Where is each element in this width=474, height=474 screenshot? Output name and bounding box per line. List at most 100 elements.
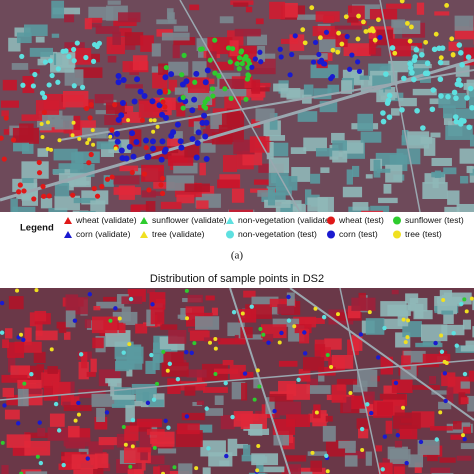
image-texture: [184, 183, 210, 193]
image-texture: [6, 434, 31, 448]
image-texture: [6, 394, 22, 406]
image-texture: [189, 107, 196, 114]
image-texture: [314, 410, 319, 415]
image-texture: [203, 337, 221, 342]
image-texture: [141, 164, 164, 182]
image-texture: [162, 89, 169, 95]
image-texture: [65, 310, 76, 328]
legend-title: Legend: [20, 223, 54, 234]
image-texture: [257, 49, 263, 55]
image-texture: [12, 446, 31, 456]
image-texture: [201, 103, 207, 109]
image-texture: [358, 428, 369, 439]
image-texture: [404, 460, 409, 466]
image-texture: [35, 454, 40, 459]
image-texture: [90, 128, 95, 133]
image-texture: [130, 444, 135, 449]
image-texture: [172, 465, 177, 470]
image-texture: [465, 340, 474, 347]
image-texture: [344, 450, 366, 459]
image-texture: [376, 17, 381, 23]
image-texture: [287, 72, 293, 78]
image-texture: [343, 140, 364, 154]
image-texture: [41, 94, 48, 100]
image-texture: [451, 330, 456, 336]
image-texture: [36, 170, 43, 176]
image-texture: [184, 385, 196, 396]
image-texture: [300, 27, 306, 33]
image-texture: [195, 316, 220, 330]
image-texture: [173, 37, 196, 46]
image-texture: [370, 205, 390, 212]
image-texture: [437, 59, 444, 66]
image-texture: [145, 360, 156, 374]
image-texture: [161, 349, 166, 354]
image-texture: [126, 118, 131, 123]
image-texture: [21, 114, 48, 121]
image-texture: [317, 59, 323, 65]
image-texture: [194, 140, 201, 147]
image-texture: [468, 89, 474, 107]
image-texture: [54, 195, 80, 211]
image-texture: [205, 295, 215, 301]
image-texture: [450, 434, 465, 440]
image-texture: [186, 369, 207, 378]
image-texture: [67, 425, 80, 439]
image-texture: [181, 412, 205, 421]
image-texture: [119, 165, 139, 172]
image-texture: [269, 1, 286, 20]
image-texture: [213, 336, 218, 341]
image-texture: [318, 366, 336, 376]
image-texture: [378, 462, 393, 474]
image-texture: [430, 87, 437, 93]
image-texture: [159, 138, 166, 145]
image-texture: [160, 99, 166, 105]
image-texture: [409, 69, 415, 76]
image-texture: [383, 71, 389, 77]
image-texture: [143, 137, 150, 144]
image-texture: [407, 302, 416, 311]
image-texture: [19, 332, 24, 337]
image-texture: [286, 318, 292, 323]
image-texture: [73, 468, 97, 474]
image-texture: [387, 446, 408, 460]
image-texture: [272, 419, 296, 435]
image-texture: [83, 53, 100, 63]
image-texture: [324, 453, 329, 458]
image-texture: [431, 157, 452, 167]
image-texture: [363, 29, 369, 34]
image-texture: [442, 359, 447, 364]
image-texture: [376, 168, 391, 173]
image-texture: [98, 437, 125, 446]
image-texture: [158, 182, 164, 188]
image-texture: [454, 343, 459, 348]
image-texture: [266, 186, 292, 196]
image-texture: [443, 105, 456, 119]
image-texture: [2, 387, 14, 398]
image-texture: [376, 92, 389, 103]
image-texture: [148, 399, 164, 407]
image-texture: [163, 418, 168, 424]
image-texture: [236, 443, 248, 449]
image-texture: [73, 197, 96, 204]
image-texture: [146, 153, 172, 160]
image-texture: [141, 92, 148, 99]
image-texture: [70, 133, 75, 138]
image-texture: [352, 202, 369, 211]
image-texture: [382, 434, 388, 439]
image-texture: [207, 57, 213, 63]
image-texture: [251, 87, 270, 92]
image-texture: [422, 353, 451, 365]
image-texture: [403, 340, 408, 345]
image-texture: [118, 185, 135, 200]
image-texture: [109, 174, 115, 180]
image-texture: [252, 397, 257, 402]
image-texture: [178, 463, 193, 474]
image-texture: [369, 410, 374, 416]
image-texture: [315, 148, 339, 157]
image-texture: [199, 162, 206, 176]
image-texture: [375, 152, 404, 166]
image-texture: [150, 307, 165, 325]
image-texture: [22, 381, 27, 386]
image-texture: [296, 203, 306, 212]
